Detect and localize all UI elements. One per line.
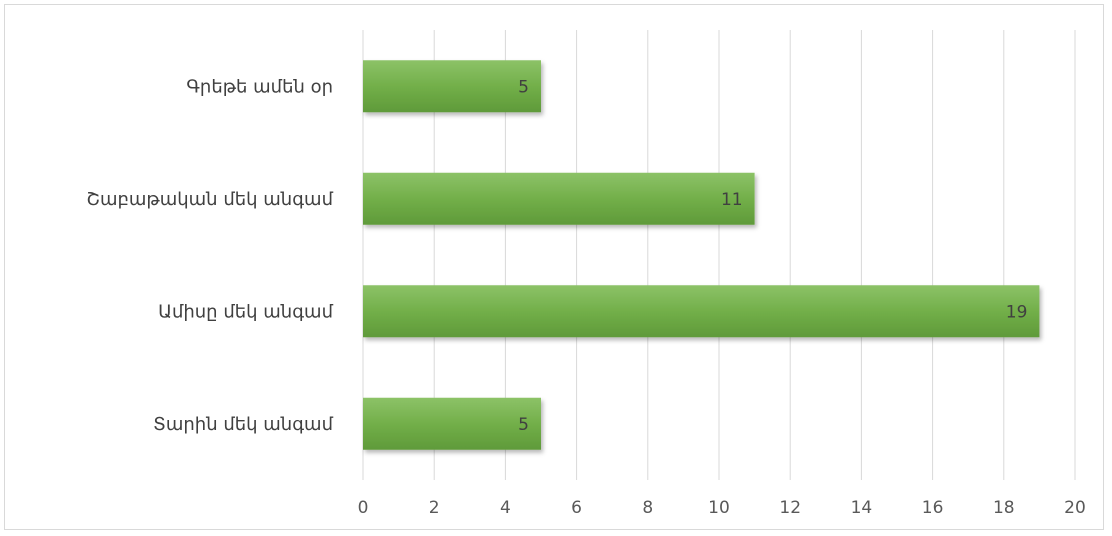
data-label: 5 xyxy=(518,415,529,435)
data-label: 5 xyxy=(518,77,529,97)
data-label: 19 xyxy=(1006,302,1028,322)
x-tick-label: 14 xyxy=(851,498,873,518)
bar xyxy=(363,285,1040,338)
bars xyxy=(363,60,1040,450)
x-tick-label: 20 xyxy=(1064,498,1086,518)
x-tick-label: 6 xyxy=(571,498,582,518)
x-tick-label: 16 xyxy=(922,498,944,518)
x-tick-label: 10 xyxy=(708,498,730,518)
labels: 0 2 4 6 8 10 12 14 16 18 20 5 Գրեթե ամեն օր 11 Շաբաթակ… xyxy=(86,76,1086,518)
chart-frame xyxy=(4,4,1104,530)
category-label: Ամիսը մեկ անգամ xyxy=(158,301,333,322)
data-label: 11 xyxy=(721,190,743,210)
category-label: Գրեթե ամեն օր xyxy=(186,76,333,97)
x-tick-label: 12 xyxy=(779,498,801,518)
x-tick-label: 4 xyxy=(500,498,511,518)
x-tick-label: 0 xyxy=(358,498,369,518)
x-tick-label: 18 xyxy=(993,498,1015,518)
x-tick-label: 2 xyxy=(429,498,440,518)
x-tick-label: 8 xyxy=(642,498,653,518)
bar xyxy=(363,172,755,225)
bar xyxy=(363,397,541,450)
bar xyxy=(363,60,541,113)
category-label: Տարին մեկ անգամ xyxy=(153,414,333,435)
category-label: Շաբաթական մեկ անգամ xyxy=(86,189,333,210)
